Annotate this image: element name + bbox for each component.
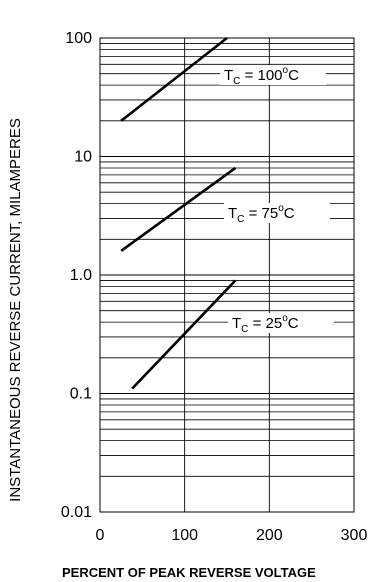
x-axis-title: PERCENT OF PEAK REVERSE VOLTAGE [62, 565, 316, 580]
x-tick-label: 100 [171, 527, 198, 544]
y-tick-label: 0.01 [61, 504, 92, 521]
series-line [120, 166, 237, 252]
curve-label-bg [224, 203, 330, 223]
y-axis-title: INSTANTANEOUS REVERSE CURRENT, MILAMPERE… [7, 118, 24, 502]
curve-label-bg [228, 313, 334, 333]
x-tick-label: 300 [341, 527, 368, 544]
curve-label-bg [220, 65, 326, 85]
curve-labels: TC = 100oC TC = 75oC TC = 25oC [220, 65, 334, 335]
y-tick-label: 0.1 [70, 386, 92, 403]
curve-label: TC = 25oC [232, 313, 299, 335]
y-tick-labels: 0.01 0.1 1.0 10 100 [61, 30, 92, 521]
x-tick-label: 200 [256, 527, 283, 544]
y-tick-label: 1.0 [70, 267, 92, 284]
x-tick-labels: 0 100 200 300 [96, 527, 368, 544]
series-line [131, 279, 237, 390]
y-tick-label: 100 [65, 30, 92, 47]
series-line [120, 36, 228, 122]
data-series [120, 36, 237, 390]
curve-label: TC = 100oC [224, 65, 299, 87]
curve-label: TC = 75oC [228, 203, 295, 225]
y-tick-label: 10 [74, 149, 92, 166]
x-tick-label: 0 [96, 527, 105, 544]
